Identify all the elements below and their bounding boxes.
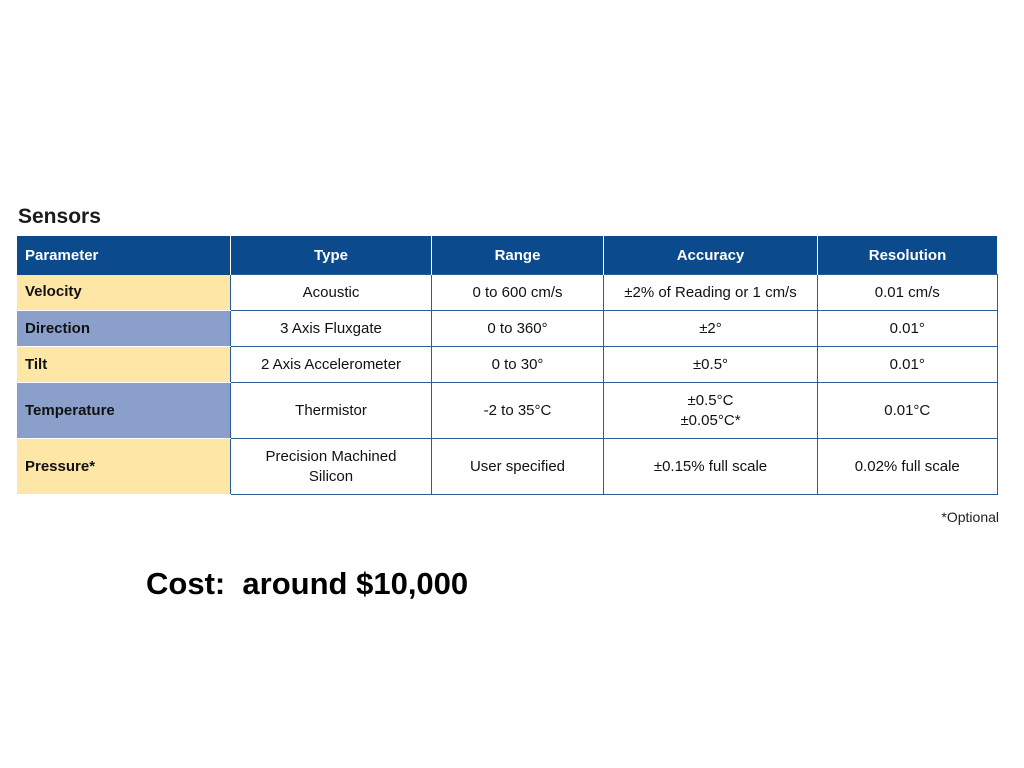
accuracy-cell: ±0.15% full scale — [603, 438, 818, 495]
resolution-cell: 0.02% full scale — [817, 438, 998, 495]
parameter-cell: Temperature — [17, 382, 231, 439]
type-cell: Acoustic — [230, 274, 432, 311]
range-cell: 0 to 360° — [431, 310, 604, 347]
resolution-cell: 0.01°C — [817, 382, 998, 439]
resolution-cell: 0.01° — [817, 346, 998, 383]
table-header-row: Parameter Type Range Accuracy Resolution — [17, 236, 997, 275]
header-accuracy: Accuracy — [603, 236, 818, 275]
sensors-table: Parameter Type Range Accuracy Resolution… — [17, 236, 998, 495]
accuracy-cell: ±0.5° — [603, 346, 818, 383]
table-row: Direction 3 Axis Fluxgate 0 to 360° ±2° … — [17, 310, 998, 347]
table-row: Tilt 2 Axis Accelerometer 0 to 30° ±0.5°… — [17, 346, 998, 383]
accuracy-cell: ±0.5°C ±0.05°C* — [603, 382, 818, 439]
parameter-cell: Tilt — [17, 346, 231, 383]
type-line: Precision Machined — [265, 447, 397, 465]
range-cell: User specified — [431, 438, 604, 495]
accuracy-line: ±0.05°C* — [680, 411, 741, 429]
type-cell: Thermistor — [230, 382, 432, 439]
type-cell: 2 Axis Accelerometer — [230, 346, 432, 383]
type-cell: Precision Machined Silicon — [230, 438, 432, 495]
header-parameter: Parameter — [17, 236, 231, 275]
header-resolution: Resolution — [817, 236, 997, 275]
table-row: Temperature Thermistor -2 to 35°C ±0.5°C… — [17, 382, 998, 439]
accuracy-line: ±0.5°C — [687, 391, 734, 409]
table-row: Velocity Acoustic 0 to 600 cm/s ±2% of R… — [17, 274, 998, 311]
parameter-cell: Pressure* — [17, 438, 231, 495]
range-cell: -2 to 35°C — [431, 382, 604, 439]
parameter-cell: Velocity — [17, 274, 231, 311]
accuracy-cell: ±2% of Reading or 1 cm/s — [603, 274, 818, 311]
cost-text: Cost: around $10,000 — [146, 566, 469, 601]
range-cell: 0 to 600 cm/s — [431, 274, 604, 311]
accuracy-cell: ±2° — [603, 310, 818, 347]
range-cell: 0 to 30° — [431, 346, 604, 383]
section-title: Sensors — [18, 205, 101, 228]
resolution-cell: 0.01 cm/s — [817, 274, 998, 311]
table-row: Pressure* Precision Machined Silicon Use… — [17, 438, 998, 495]
type-cell: 3 Axis Fluxgate — [230, 310, 432, 347]
header-range: Range — [431, 236, 604, 275]
resolution-cell: 0.01° — [817, 310, 998, 347]
header-type: Type — [230, 236, 432, 275]
parameter-cell: Direction — [17, 310, 231, 347]
type-line: Silicon — [308, 467, 354, 485]
footnote: *Optional — [941, 509, 999, 525]
